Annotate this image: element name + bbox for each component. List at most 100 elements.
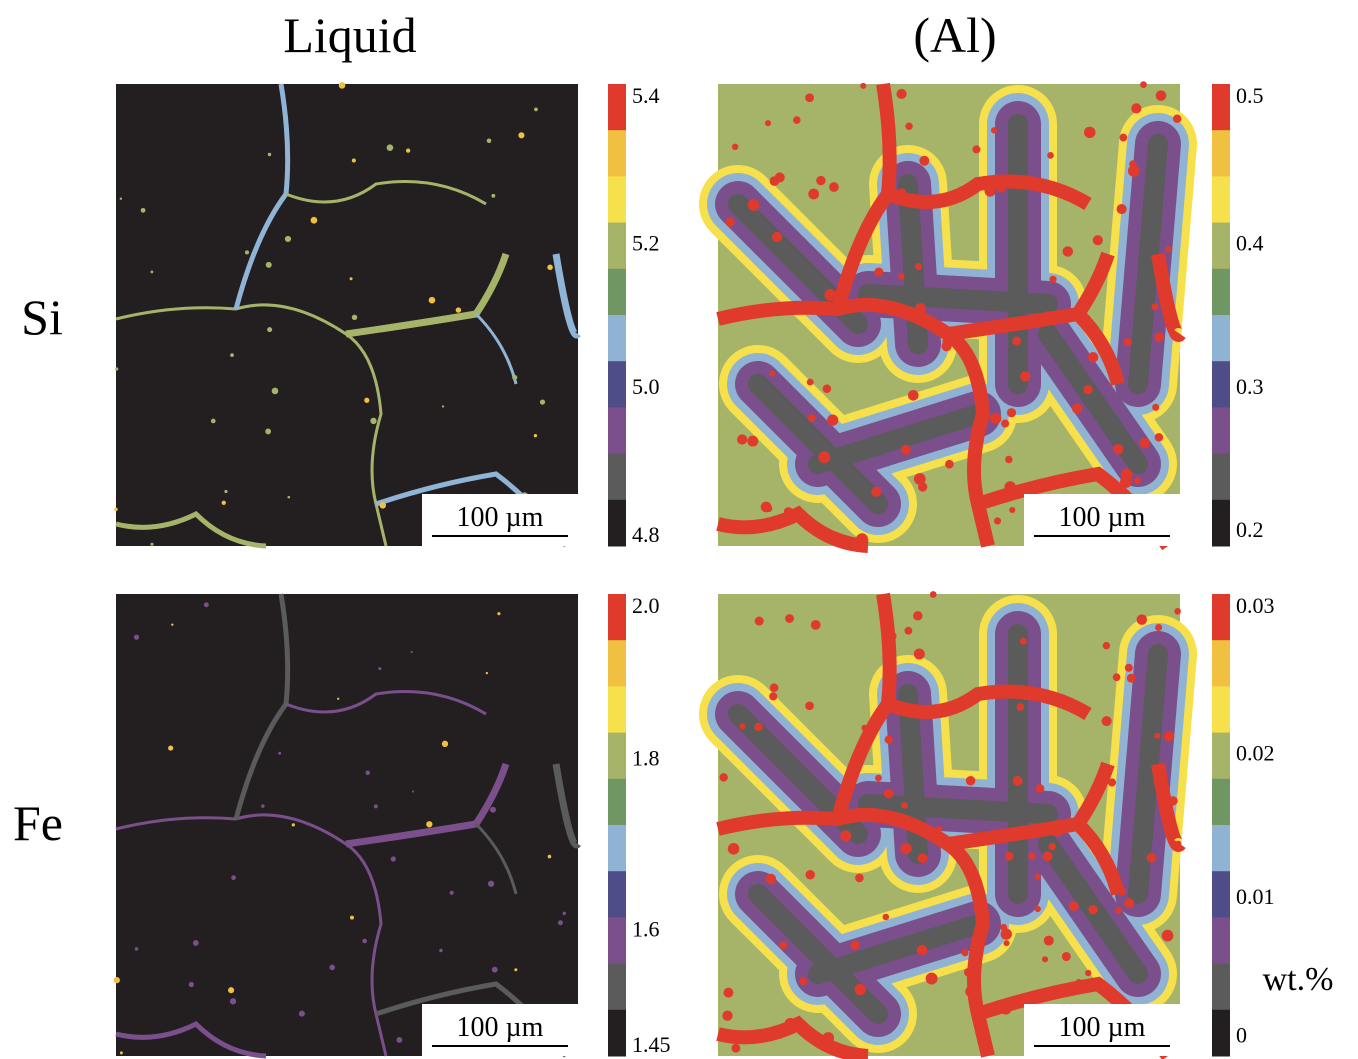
particle — [799, 977, 807, 985]
micrograph — [116, 594, 578, 1056]
particle — [1140, 81, 1147, 88]
particle — [997, 183, 1006, 192]
particle — [1053, 827, 1063, 837]
particle — [1103, 642, 1110, 649]
colorbar-band — [1212, 733, 1230, 780]
particle — [884, 789, 894, 799]
particle — [231, 875, 236, 880]
particle — [850, 940, 859, 949]
particle — [1164, 731, 1174, 741]
colorbar-band — [608, 686, 626, 733]
particle — [378, 667, 381, 670]
particle — [769, 692, 777, 700]
particle — [1113, 444, 1123, 454]
particle — [1127, 674, 1136, 683]
colorbar-tick-label: 0.02 — [1236, 741, 1275, 766]
particle — [856, 533, 868, 545]
particle — [1043, 851, 1053, 861]
colorbar-tick-label: 0.01 — [1236, 884, 1275, 909]
particle — [134, 635, 139, 640]
colorbar-tick-label: 5.2 — [632, 231, 660, 256]
particle — [245, 250, 249, 254]
particle — [1035, 906, 1041, 912]
particle — [1045, 311, 1051, 317]
particle — [337, 698, 339, 700]
particle — [1140, 438, 1151, 449]
panel: 100 µm — [114, 82, 578, 546]
particle — [1047, 152, 1054, 159]
particle — [854, 984, 865, 995]
colorbar-band — [1212, 84, 1230, 131]
particle — [362, 939, 367, 944]
particle — [898, 188, 906, 196]
particle — [141, 208, 146, 213]
colorbar-band — [608, 84, 626, 131]
colorbar-tick-label: 1.8 — [632, 745, 660, 770]
particle — [883, 914, 890, 921]
particle — [266, 262, 272, 268]
particle — [114, 977, 120, 983]
particle — [908, 390, 919, 401]
particle — [900, 843, 911, 854]
colorbar-tick-label: 4.8 — [632, 522, 660, 547]
particle — [1084, 127, 1096, 139]
particle — [784, 1018, 796, 1030]
particle — [439, 949, 442, 952]
colorbar-band — [1212, 964, 1230, 1011]
particle — [1108, 778, 1116, 786]
particle — [1042, 956, 1048, 962]
particle — [487, 138, 492, 143]
particle — [994, 517, 1001, 524]
particle — [1168, 796, 1177, 805]
particle — [486, 672, 488, 674]
particle — [230, 353, 234, 357]
particle — [765, 120, 771, 126]
colorbar-band — [1212, 871, 1230, 918]
particle — [1004, 481, 1016, 493]
particle — [168, 745, 173, 750]
particle — [1131, 103, 1141, 113]
particle — [1012, 336, 1021, 345]
particle — [287, 496, 290, 499]
colorbar-band — [608, 917, 626, 964]
particle — [1155, 624, 1162, 631]
colorbar-band — [1212, 825, 1230, 872]
particle — [563, 912, 566, 915]
particle — [772, 232, 782, 242]
colorbar-tick-label: 2.0 — [632, 593, 660, 618]
colorbar-band — [1212, 500, 1230, 547]
particle — [1005, 852, 1014, 861]
particle — [805, 93, 814, 102]
colorbar-tick-label: 0.4 — [1236, 231, 1264, 256]
particle — [827, 415, 838, 426]
particle — [299, 1011, 305, 1017]
particle — [547, 265, 553, 271]
colorbar-band — [1212, 594, 1230, 641]
particle — [904, 627, 912, 635]
particle — [374, 804, 378, 808]
particle — [808, 414, 816, 422]
particle — [1035, 874, 1041, 880]
particle — [769, 370, 775, 376]
colorbar-band — [1212, 315, 1230, 362]
particle — [1129, 160, 1136, 167]
particle — [818, 451, 830, 463]
micrograph — [116, 84, 578, 546]
particle — [171, 623, 173, 625]
particle — [396, 1037, 402, 1043]
particle — [329, 965, 335, 971]
particle — [984, 185, 995, 196]
colorbar-band — [608, 269, 626, 316]
particle — [285, 236, 291, 242]
scale-bar-label: 100 µm — [457, 1012, 544, 1043]
colorbar-tick-label: 1.6 — [632, 916, 660, 941]
colorbar-band — [608, 361, 626, 408]
particle — [875, 775, 882, 782]
particle — [492, 967, 498, 973]
scale-bar-label: 100 µm — [1059, 502, 1146, 533]
particle — [823, 384, 832, 393]
particle — [1017, 703, 1024, 710]
colorbar-band — [608, 1010, 626, 1057]
particle — [352, 315, 357, 320]
particle — [718, 1029, 728, 1039]
